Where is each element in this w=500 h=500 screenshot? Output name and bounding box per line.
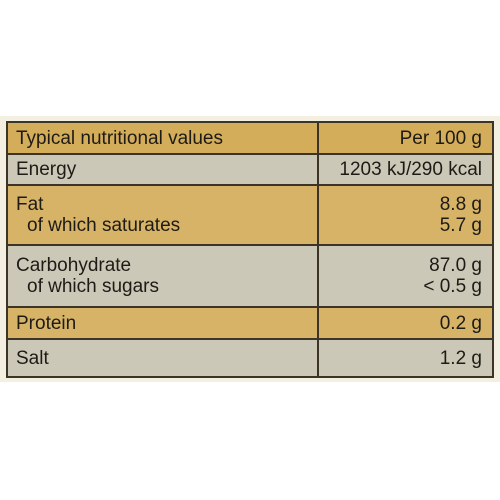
nutrient-value-carbohydrate-cell: 87.0 g < 0.5 g <box>317 244 494 309</box>
nutrient-row-energy: Energy 1203 kJ/290 kcal <box>6 153 494 187</box>
nutrient-row-fat: Fat of which saturates 8.8 g 5.7 g <box>6 184 494 247</box>
nutrition-table: Typical nutritional values Per 100 g Ene… <box>6 120 494 378</box>
nutrient-value-sugars: < 0.5 g <box>423 276 482 298</box>
nutrient-row-salt: Salt 1.2 g <box>6 338 494 378</box>
nutrient-name-fat-cell: Fat of which saturates <box>6 184 319 247</box>
nutrient-value-protein: 0.2 g <box>317 306 494 341</box>
nutrient-value-fat: 8.8 g <box>439 194 482 216</box>
nutrient-value-energy: 1203 kJ/290 kcal <box>317 153 494 187</box>
nutrient-name-sugars: of which sugars <box>27 276 160 298</box>
nutrient-row-protein: Protein 0.2 g <box>6 306 494 341</box>
nutrient-name-fat: Fat <box>16 194 44 216</box>
nutrient-row-carbohydrate: Carbohydrate of which sugars 87.0 g < 0.… <box>6 244 494 309</box>
nutrient-value-fat-cell: 8.8 g 5.7 g <box>317 184 494 247</box>
nutrient-name-saturates: of which saturates <box>27 215 181 237</box>
nutrient-name-energy: Energy <box>6 153 319 187</box>
table-header-row: Typical nutritional values Per 100 g <box>6 120 494 156</box>
header-nutrient-label: Typical nutritional values <box>6 120 319 156</box>
nutrient-value-carbohydrate: 87.0 g <box>429 255 482 277</box>
nutrient-name-salt: Salt <box>6 338 319 378</box>
nutrient-value-salt: 1.2 g <box>317 338 494 378</box>
header-per-100g-label: Per 100 g <box>317 120 494 156</box>
nutrient-name-carbohydrate-cell: Carbohydrate of which sugars <box>6 244 319 309</box>
nutrient-name-carbohydrate: Carbohydrate <box>16 255 132 277</box>
nutrient-name-protein: Protein <box>6 306 319 341</box>
nutrient-value-saturates: 5.7 g <box>439 215 482 237</box>
